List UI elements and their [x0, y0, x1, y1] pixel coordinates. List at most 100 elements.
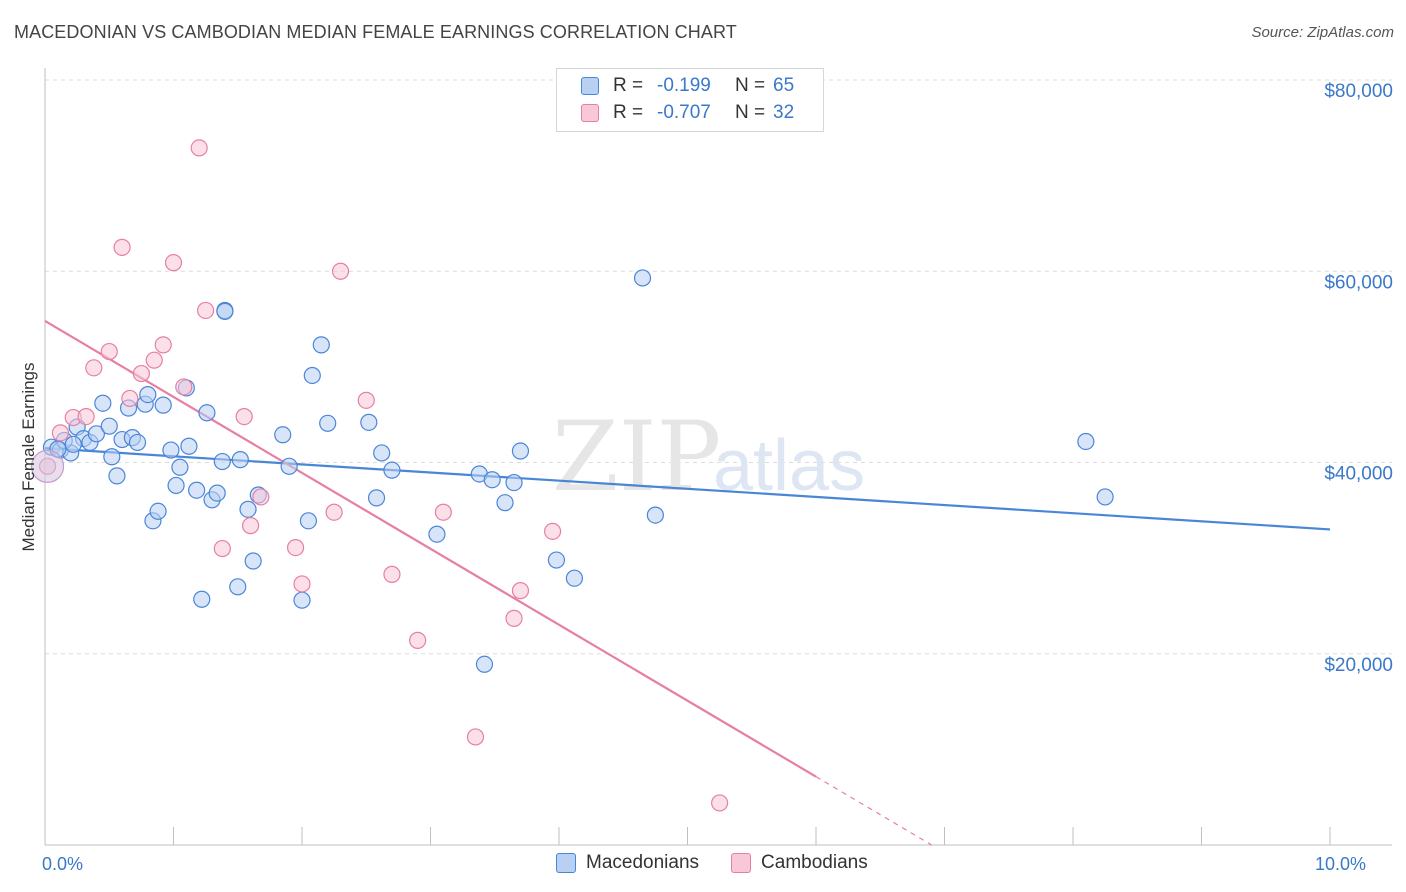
data-point-macedonians: [299, 512, 318, 530]
data-point-macedonians: [94, 394, 112, 412]
data-point-macedonians: [319, 414, 337, 432]
trend-line-extension: [815, 776, 932, 846]
data-point-cambodians: [409, 631, 427, 649]
data-point-macedonians: [171, 458, 189, 476]
legend-label-cambodians: Cambodians: [761, 852, 868, 873]
data-point-macedonians: [475, 655, 494, 673]
data-point-cluster: [30, 449, 65, 483]
gridlines: [45, 79, 1392, 655]
data-point-macedonians: [633, 269, 652, 287]
data-point-cambodians: [357, 391, 375, 409]
r-label: R =: [613, 75, 644, 96]
data-point-cambodians: [164, 254, 183, 272]
y-tick-label: $60,000: [1324, 272, 1393, 293]
data-point-cambodians: [325, 503, 343, 521]
data-point-macedonians: [231, 451, 249, 469]
data-points: [30, 139, 1114, 812]
data-point-macedonians: [280, 457, 298, 475]
data-point-macedonians: [167, 476, 185, 495]
y-tick-label: $80,000: [1324, 81, 1393, 102]
data-point-macedonians: [239, 500, 257, 518]
data-point-macedonians: [428, 525, 446, 543]
legend-row-cambodians: R = -0.707 N = 32: [581, 100, 794, 126]
data-point-macedonians: [162, 441, 180, 459]
data-point-cambodians: [145, 351, 163, 369]
data-point-macedonians: [139, 386, 157, 404]
legend-label-macedonians: Macedonians: [586, 852, 700, 873]
tick-labels: $20,000 $40,000 $60,000 $80,000 0.0% 10.0%: [42, 81, 1393, 874]
data-point-macedonians: [216, 302, 234, 321]
data-point-macedonians: [100, 417, 118, 435]
data-point-cambodians: [434, 503, 452, 521]
n-label: N =: [735, 102, 766, 123]
data-point-macedonians: [180, 437, 198, 455]
data-point-cambodians: [113, 238, 131, 256]
data-point-cambodians: [100, 342, 118, 361]
data-point-macedonians: [213, 452, 231, 471]
watermark-atlas: atlas: [713, 426, 865, 506]
data-point-cambodians: [197, 301, 215, 320]
n-value: 32: [773, 102, 795, 123]
data-point-macedonians: [373, 444, 391, 462]
data-point-cambodians: [331, 262, 350, 280]
data-point-macedonians: [108, 467, 126, 485]
watermark: ZIP atlas: [552, 401, 865, 513]
data-point-macedonians: [496, 494, 514, 512]
series-legend: Macedonians Cambodians: [556, 852, 900, 874]
data-point-macedonians: [383, 461, 401, 479]
data-point-macedonians: [128, 433, 147, 452]
data-point-cambodians: [511, 582, 530, 600]
x-tick-label: 10.0%: [1315, 854, 1366, 874]
legend-swatch-cambodians: [731, 853, 752, 873]
data-point-cambodians: [213, 539, 231, 558]
data-point-cambodians: [505, 609, 523, 627]
correlation-legend: R = -0.199 N = 65 R = -0.707 N = 32: [556, 68, 824, 132]
data-point-macedonians: [547, 551, 566, 569]
chart-title: MACEDONIAN VS CAMBODIAN MEDIAN FEMALE EA…: [14, 22, 737, 42]
data-point-cambodians: [383, 565, 401, 583]
data-point-cambodians: [466, 728, 485, 746]
legend-item-cambodians[interactable]: Cambodians: [731, 852, 868, 874]
data-point-macedonians: [103, 448, 121, 466]
data-point-macedonians: [1096, 488, 1114, 506]
data-point-macedonians: [198, 404, 216, 422]
legend-swatch-macedonians: [556, 853, 576, 873]
data-point-macedonians: [312, 336, 330, 354]
data-point-cambodians: [235, 408, 253, 426]
x-tick-label: 0.0%: [42, 854, 83, 874]
data-point-macedonians: [188, 481, 206, 499]
data-point-macedonians: [87, 425, 106, 443]
data-point-cambodians: [252, 488, 270, 506]
data-point-macedonians: [149, 502, 167, 520]
data-point-macedonians: [208, 484, 226, 502]
data-point-macedonians: [274, 426, 292, 444]
data-point-macedonians: [293, 591, 311, 609]
data-point-cambodians: [293, 575, 311, 593]
y-tick-label: $40,000: [1324, 464, 1393, 485]
data-point-macedonians: [244, 552, 262, 570]
data-point-macedonians: [229, 578, 247, 596]
data-point-cambodians: [85, 359, 103, 377]
legend-swatch-cambodians: [581, 104, 599, 122]
data-point-macedonians: [511, 442, 530, 460]
y-axis-label: Median Female Earnings: [19, 363, 38, 552]
legend-swatch-macedonians: [581, 77, 599, 95]
data-point-macedonians: [1077, 432, 1095, 451]
data-point-macedonians: [646, 506, 664, 524]
data-point-macedonians: [154, 396, 172, 414]
data-point-cambodians: [77, 408, 95, 426]
data-point-macedonians: [505, 473, 523, 492]
data-point-macedonians: [303, 366, 321, 385]
source-credit: Source: ZipAtlas.com: [1251, 24, 1394, 41]
trend-line: [44, 320, 817, 778]
r-label: R =: [613, 102, 644, 123]
legend-item-macedonians[interactable]: Macedonians: [556, 852, 699, 874]
data-point-macedonians: [193, 590, 211, 608]
data-point-macedonians: [367, 489, 386, 507]
r-value: -0.707: [657, 102, 711, 123]
n-value: 65: [773, 75, 795, 96]
r-value: -0.199: [657, 75, 711, 96]
y-tick-label: $20,000: [1324, 655, 1393, 676]
legend-row-macedonians: R = -0.199 N = 65: [581, 73, 794, 99]
